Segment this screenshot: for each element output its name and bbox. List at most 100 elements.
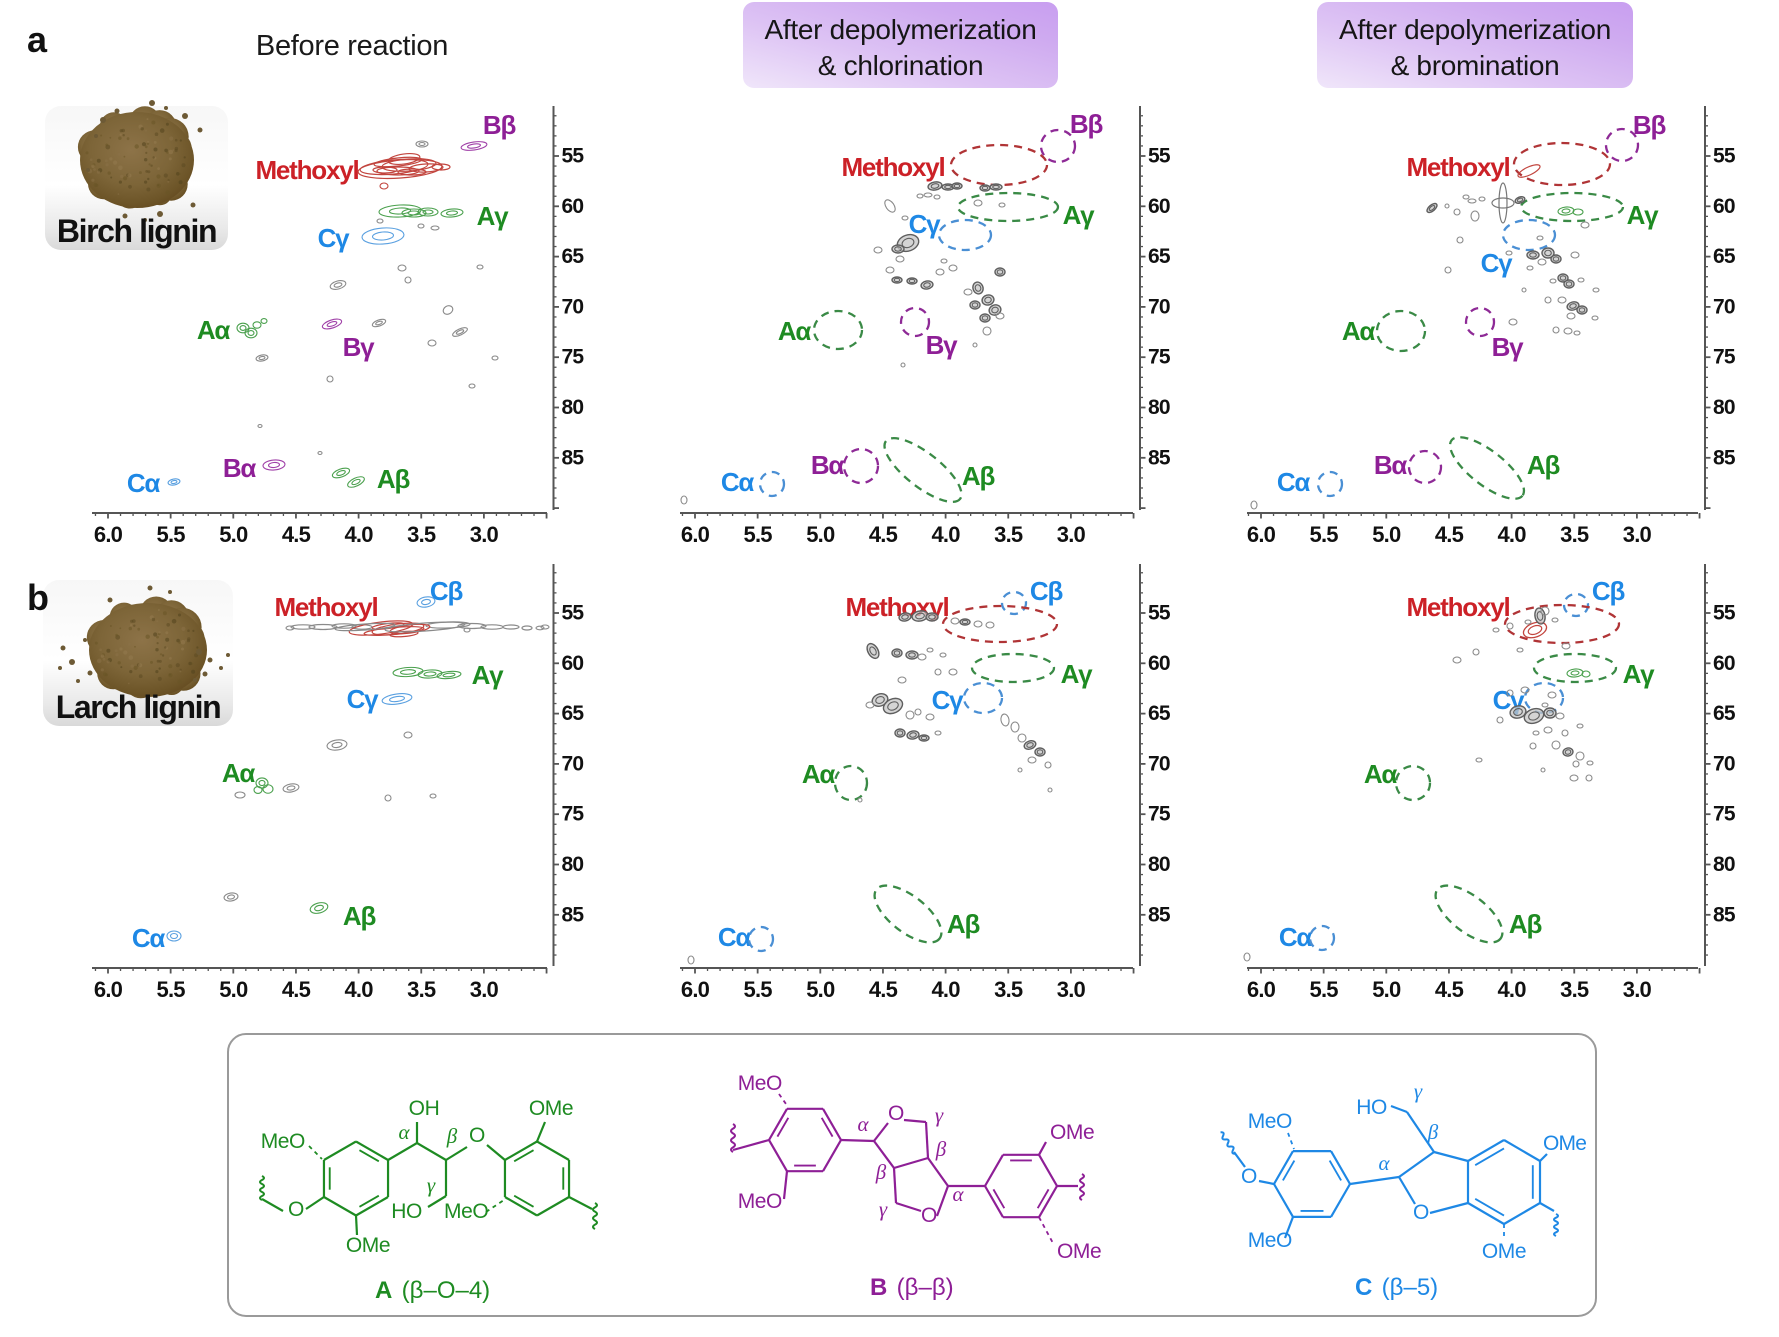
svg-text:5.5: 5.5 [1310, 522, 1339, 547]
svg-text:O: O [888, 1102, 904, 1125]
svg-text:4.0: 4.0 [1498, 977, 1527, 1002]
svg-text:Bγ: Bγ [1492, 332, 1525, 362]
svg-text:OMe: OMe [1050, 1121, 1094, 1144]
svg-text:4.0: 4.0 [932, 977, 961, 1002]
svg-text:70: 70 [1148, 295, 1170, 318]
svg-text:γ: γ [879, 1197, 888, 1221]
svg-text:55: 55 [1148, 602, 1171, 625]
svg-text:85: 85 [1148, 903, 1171, 926]
svg-text:75: 75 [562, 346, 585, 369]
svg-text:B: B [870, 1274, 887, 1301]
svg-text:80: 80 [1713, 396, 1735, 419]
svg-text:55: 55 [1713, 145, 1736, 168]
svg-text:85: 85 [562, 446, 585, 469]
svg-text:5.5: 5.5 [744, 977, 773, 1002]
svg-text:β: β [1427, 1120, 1439, 1144]
svg-text:MeO: MeO [1248, 1229, 1292, 1252]
svg-text:6.0: 6.0 [94, 977, 123, 1002]
svg-text:55: 55 [1148, 145, 1171, 168]
svg-text:OMe: OMe [529, 1097, 573, 1120]
svg-text:HO: HO [1356, 1096, 1387, 1119]
svg-text:O: O [1413, 1201, 1429, 1224]
svg-text:3.5: 3.5 [994, 522, 1023, 547]
svg-text:5.0: 5.0 [219, 522, 248, 547]
svg-text:Larch lignin: Larch lignin [56, 689, 221, 725]
svg-text:6.0: 6.0 [94, 522, 123, 547]
svg-text:Bγ: Bγ [926, 330, 959, 360]
svg-text:Aα: Aα [197, 315, 231, 345]
svg-text:b: b [27, 577, 49, 618]
svg-text:MeO: MeO [738, 1190, 782, 1213]
svg-text:60: 60 [1148, 195, 1170, 218]
svg-text:5.5: 5.5 [744, 522, 773, 547]
svg-text:Aγ: Aγ [477, 201, 510, 231]
svg-text:70: 70 [562, 295, 584, 318]
svg-text:4.5: 4.5 [282, 522, 311, 547]
svg-text:6.0: 6.0 [681, 522, 710, 547]
svg-text:Aγ: Aγ [1061, 659, 1094, 689]
svg-text:6.0: 6.0 [1247, 977, 1276, 1002]
svg-text:65: 65 [1713, 702, 1736, 725]
svg-text:γ: γ [1414, 1079, 1423, 1103]
svg-text:Aβ: Aβ [377, 464, 410, 494]
svg-text:O: O [921, 1204, 937, 1227]
svg-text:(β–5): (β–5) [1375, 1274, 1438, 1301]
svg-text:γ: γ [935, 1103, 944, 1127]
svg-text:3.0: 3.0 [1057, 522, 1086, 547]
svg-text:60: 60 [562, 195, 584, 218]
svg-text:Birch lignin: Birch lignin [57, 213, 216, 249]
svg-text:5.0: 5.0 [1372, 977, 1401, 1002]
svg-text:(β–β): (β–β) [890, 1274, 954, 1301]
svg-text:5.5: 5.5 [1310, 977, 1339, 1002]
svg-text:(β–O–4): (β–O–4) [395, 1277, 490, 1304]
svg-text:65: 65 [1148, 245, 1171, 268]
svg-text:Cβ: Cβ [430, 576, 463, 606]
svg-text:75: 75 [1148, 803, 1171, 826]
svg-text:MeO: MeO [738, 1072, 782, 1095]
svg-text:75: 75 [1713, 346, 1736, 369]
svg-text:85: 85 [562, 903, 585, 926]
svg-text:75: 75 [1148, 346, 1171, 369]
svg-text:Cγ: Cγ [909, 209, 942, 239]
svg-text:55: 55 [562, 602, 585, 625]
svg-text:α: α [1378, 1151, 1390, 1175]
svg-text:65: 65 [1148, 702, 1171, 725]
svg-text:O: O [288, 1198, 304, 1221]
svg-text:β: β [935, 1137, 947, 1161]
svg-text:OMe: OMe [346, 1234, 390, 1257]
svg-text:Cα: Cα [1277, 467, 1311, 497]
svg-text:After depolymerization: After depolymerization [1339, 14, 1611, 45]
svg-text:3.5: 3.5 [1560, 522, 1589, 547]
svg-text:MeO: MeO [1248, 1110, 1292, 1133]
svg-text:3.0: 3.0 [1623, 522, 1652, 547]
svg-text:Methoxyl: Methoxyl [1406, 592, 1509, 622]
svg-text:O: O [469, 1124, 485, 1147]
svg-text:60: 60 [562, 652, 584, 675]
svg-text:Cγ: Cγ [347, 684, 380, 714]
svg-text:4.0: 4.0 [1498, 522, 1527, 547]
svg-text:Cα: Cα [127, 468, 161, 498]
svg-text:80: 80 [562, 853, 584, 876]
svg-text:Bα: Bα [223, 453, 257, 483]
svg-text:75: 75 [1713, 803, 1736, 826]
svg-text:Cβ: Cβ [1592, 576, 1625, 606]
svg-text:5.0: 5.0 [806, 977, 835, 1002]
svg-text:Cα: Cα [718, 922, 752, 952]
svg-text:Aα: Aα [1342, 316, 1376, 346]
svg-text:5.0: 5.0 [1372, 522, 1401, 547]
svg-text:β: β [875, 1160, 887, 1184]
svg-text:85: 85 [1713, 903, 1736, 926]
svg-text:OMe: OMe [1543, 1132, 1586, 1155]
svg-text:4.0: 4.0 [345, 522, 374, 547]
svg-text:Cγ: Cγ [932, 685, 965, 715]
svg-text:& bromination: & bromination [1391, 50, 1560, 81]
svg-text:a: a [27, 19, 48, 60]
svg-text:4.5: 4.5 [1435, 977, 1464, 1002]
svg-text:4.0: 4.0 [345, 977, 374, 1002]
svg-text:70: 70 [1713, 752, 1735, 775]
svg-text:Aγ: Aγ [1623, 659, 1656, 689]
svg-text:Methoxyl: Methoxyl [841, 152, 944, 182]
svg-text:3.5: 3.5 [407, 977, 436, 1002]
svg-text:6.0: 6.0 [681, 977, 710, 1002]
svg-text:55: 55 [562, 145, 585, 168]
